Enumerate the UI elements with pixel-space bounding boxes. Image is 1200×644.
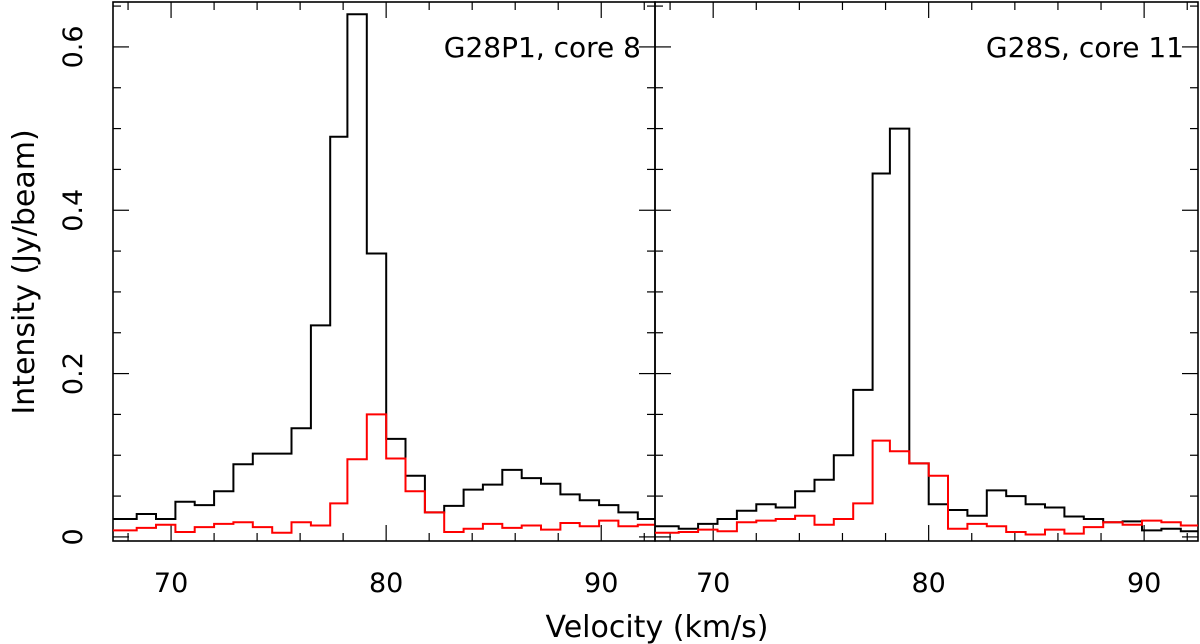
x-tick-label: 90 bbox=[584, 568, 618, 599]
panel-right: 70 80 90 G28S, core 11 bbox=[654, 1, 1199, 599]
y-axis-label: Intensity (Jy/beam) bbox=[7, 129, 42, 414]
x-axis-label: Velocity (km/s) bbox=[546, 610, 769, 644]
x-tick-label: 90 bbox=[1127, 568, 1161, 599]
spectrum-line-0 bbox=[113, 13, 655, 520]
y-tick-label: 0.4 bbox=[58, 189, 89, 232]
x-tick-label: 70 bbox=[154, 568, 188, 599]
plot-frame bbox=[654, 1, 1199, 542]
x-tick-label: 80 bbox=[369, 568, 403, 599]
x-tick-label: 70 bbox=[696, 568, 730, 599]
x-tick-label: 80 bbox=[911, 568, 945, 599]
panel-title: G28P1, core 8 bbox=[444, 31, 641, 64]
plot-frame bbox=[112, 1, 656, 542]
spectrum-line-1 bbox=[113, 413, 655, 534]
y-tick-label: 0.6 bbox=[58, 25, 89, 68]
panel-left: 70 80 90 G28P1, core 8 0 0.2 0.4 0.6 bbox=[58, 1, 656, 599]
spectrum-line-1 bbox=[655, 439, 1198, 536]
y-tick-label: 0 bbox=[58, 528, 89, 545]
panel-title: G28S, core 11 bbox=[986, 31, 1184, 64]
y-tick-label: 0.2 bbox=[58, 352, 89, 395]
spectrum-line-0 bbox=[655, 127, 1198, 533]
